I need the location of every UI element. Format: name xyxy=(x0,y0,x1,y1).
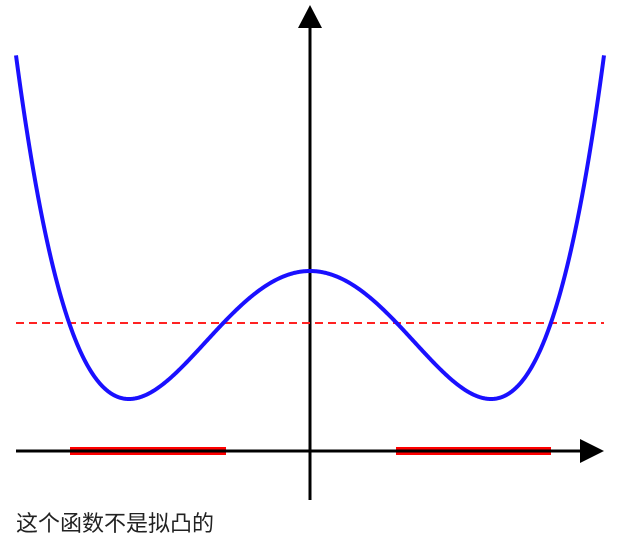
function-diagram xyxy=(14,5,606,500)
double-well-curve xyxy=(14,55,606,401)
arrow-up-icon xyxy=(298,5,322,28)
arrow-right-icon xyxy=(580,439,604,463)
caption: 这个函数不是拟凸的 xyxy=(16,512,215,537)
